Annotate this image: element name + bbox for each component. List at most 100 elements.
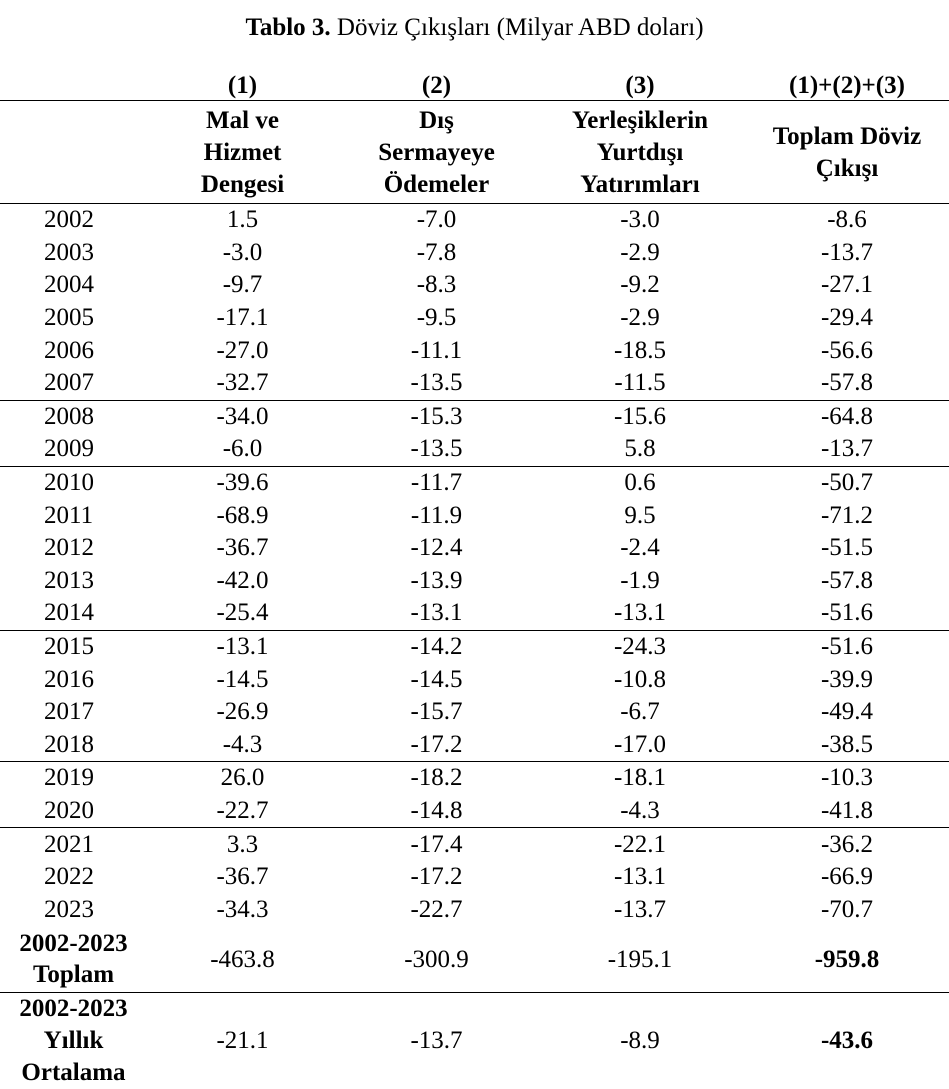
value-cell: -17.0 [535,728,745,763]
total-value: -300.9 [338,926,535,994]
value-cell: -14.2 [410,633,463,661]
year-cell: 2015 [44,633,94,661]
average-value: -8.9 [620,1027,660,1055]
column-number: (1)+(2)+(3) [745,70,949,101]
value-cell: -57.8 [820,566,874,594]
table-row: 2022 -36.7 -17.2 -13.1 -66.9 [0,861,949,894]
table-row: 2023 -34.3 -22.7 -13.7 -70.7 [0,893,949,926]
year-cell: 2009 [0,433,147,467]
value-cell: 0.6 [624,469,656,497]
value-cell: -13.7 [820,238,874,266]
value-cell: -4.3 [535,794,745,829]
value-cell: -15.3 [410,402,463,430]
table-row: 2005 -17.1 -9.5 -2.9 -29.4 [0,302,949,335]
year-cell: 2017 [44,698,94,726]
value-cell: -3.0 [222,238,263,266]
value-cell: -7.0 [416,206,457,234]
summary-label-line: 2002-2023 [19,930,128,958]
value-cell: -4.3 [147,728,338,763]
value-cell: -25.4 [147,597,338,631]
header-line: Dengesi [200,170,285,198]
year-cell: 2018 [0,728,147,763]
summary-body: 2002-2023 Toplam -463.8 -300.9 -195.1 -9… [0,926,949,1089]
table-title-text: Döviz Çıkışları (Milyar ABD doları) [330,14,704,41]
value-cell: -38.5 [745,728,949,763]
value-cell: -13.1 [338,597,535,631]
header-line: Ödemeler [383,170,490,198]
column-number: (2) [338,70,535,101]
value-cell: -9.7 [222,271,263,299]
value-cell: -29.4 [820,304,874,332]
value-cell: -27.1 [820,271,874,299]
table-row: 2016 -14.5 -14.5 -10.8 -39.9 [0,663,949,696]
year-cell: 2022 [44,863,94,891]
column-header-total-outflow: Toplam Döviz Çıkışı [745,100,949,204]
value-cell: -7.8 [416,238,457,266]
value-cell: -10.3 [820,764,874,792]
value-cell: -57.8 [745,366,949,401]
table-row: 2011 -68.9 -11.9 9.5 -71.2 [0,499,949,532]
year-cell: 2014 [0,597,147,631]
value-cell: -56.6 [820,336,874,364]
value-cell: -6.0 [147,433,338,467]
total-label: 2002-2023 Toplam [0,926,147,994]
value-cell: -18.2 [410,764,463,792]
value-cell: -26.9 [216,698,269,726]
column-header-resident-investments: Yerleşiklerin Yurtdışı Yatırımları [535,100,745,204]
total-value-grand: -959.8 [745,926,949,994]
table-row: 2012 -36.7 -12.4 -2.4 -51.5 [0,532,949,565]
header-line: Yurtdışı [596,138,684,166]
header-line: Sermayeye [378,138,495,166]
table-row: 2009 -6.0 -13.5 5.8 -13.7 [0,433,949,467]
header-line: Yerleşiklerin [571,106,709,134]
table-row: 2010 -39.6 -11.7 0.6 -50.7 [0,466,949,499]
table-title-number: Tablo 3. [245,14,331,41]
value-cell: -51.6 [745,597,949,631]
year-cell: 2002 [44,206,94,234]
value-cell: -71.2 [820,501,874,529]
header-line: Dış [419,106,454,134]
table-row: 2015 -13.1 -14.2 -24.3 -51.6 [0,630,949,663]
value-cell: -13.9 [410,566,463,594]
total-value: -463.8 [147,926,338,994]
header-line: Hizmet [203,138,282,166]
value-cell: -39.6 [216,469,269,497]
header-line: Çıkışı [815,154,879,182]
value-cell: 26.0 [220,764,265,792]
value-cell: -36.7 [216,863,269,891]
value-cell: 1.5 [226,206,259,234]
year-cell: 2020 [0,794,147,829]
value-cell: -1.9 [620,566,660,594]
value-cell: -32.7 [147,366,338,401]
summary-label-line: 2002-2023 [19,995,128,1023]
value-cell: -17.2 [410,863,463,891]
value-cell: -41.8 [745,794,949,829]
value-cell: -15.6 [613,402,667,430]
value-cell: -36.7 [216,534,269,562]
value-cell: -34.0 [216,402,269,430]
table-row: 2013 -42.0 -13.9 -1.9 -57.8 [0,565,949,598]
value-cell: -11.5 [535,366,745,401]
value-cell: -17.1 [216,304,269,332]
value-cell: -11.9 [410,501,463,529]
year-cell: 2016 [44,665,94,693]
value-cell: 3.3 [226,830,259,858]
value-cell: -42.0 [216,566,269,594]
value-cell: -64.8 [820,402,874,430]
value-cell: -9.2 [620,271,660,299]
value-cell: -17.4 [410,830,463,858]
average-value: -13.7 [410,1027,463,1055]
year-cell: 2013 [44,566,94,594]
value-cell: -22.1 [613,830,667,858]
corner-cell [0,70,147,101]
year-cell: 2010 [44,469,94,497]
value-cell: -36.2 [820,830,874,858]
value-cell: -68.9 [216,501,269,529]
value-cell: -13.1 [216,633,269,661]
year-cell: 2005 [44,304,94,332]
value-cell: -13.7 [745,433,949,467]
summary-label-line: Toplam [32,961,115,989]
total-row: 2002-2023 Toplam -463.8 -300.9 -195.1 -9… [0,926,949,994]
table-row: 2019 26.0 -18.2 -18.1 -10.3 [0,762,949,795]
value-cell: 5.8 [535,433,745,467]
